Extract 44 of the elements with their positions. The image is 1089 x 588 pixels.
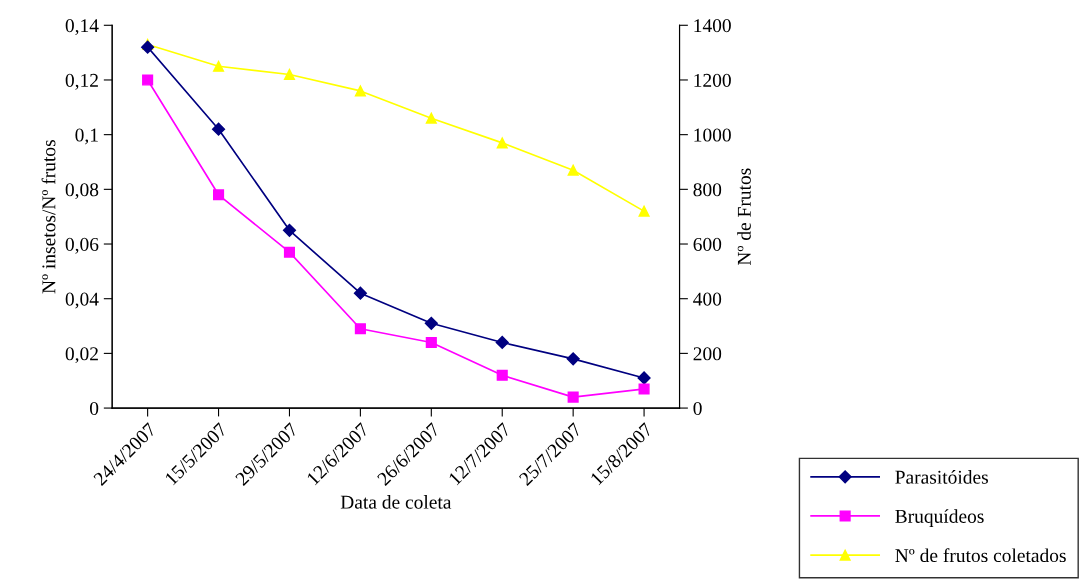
legend-label: Nº de frutos coletados	[895, 548, 1066, 563]
point	[354, 323, 366, 335]
point	[211, 122, 226, 136]
y2-tick-label: 400	[693, 292, 722, 306]
y-tick-label: 0,02	[65, 347, 98, 364]
y2-tick-label: 600	[693, 237, 722, 251]
y2-tick-label: 800	[693, 183, 722, 197]
point	[638, 383, 650, 395]
point	[142, 74, 154, 86]
y-tick-label: 0,06	[65, 237, 99, 254]
point	[283, 68, 296, 81]
y2-tick-label: 1000	[694, 128, 731, 142]
point	[424, 316, 438, 330]
point	[567, 164, 579, 176]
point	[638, 205, 650, 217]
y-tick-label: 0	[89, 401, 99, 416]
y2-tick-label: 200	[693, 347, 722, 361]
point	[141, 40, 155, 54]
point	[496, 137, 508, 149]
y-tick-label: 0,04	[65, 292, 99, 309]
y-axis-title: Nº insetos/Nº frutos	[41, 140, 56, 294]
point	[282, 223, 297, 237]
y-tick-label: 0,08	[65, 183, 99, 200]
point	[425, 112, 437, 124]
y-tick-label: 0,12	[65, 73, 98, 90]
y2-tick-label: 1400	[694, 19, 731, 33]
point	[354, 85, 366, 97]
point	[567, 391, 579, 403]
point	[353, 286, 367, 300]
legend-label: Bruquídeos	[895, 509, 984, 527]
y-tick-label: 0,1	[75, 128, 98, 145]
point	[212, 189, 225, 201]
point	[212, 60, 225, 72]
y2-axis-title: Nº de Frutos	[737, 168, 751, 266]
point	[566, 352, 580, 366]
point	[283, 246, 296, 258]
y-tick-label: 0,14	[65, 19, 99, 36]
point	[496, 369, 508, 381]
point	[495, 335, 509, 350]
x-axis-title: Data de coleta	[340, 495, 452, 509]
point	[425, 336, 437, 349]
y2-tick-label: 0	[693, 401, 702, 416]
legend-label: Parasitóides	[895, 470, 988, 484]
y2-tick-label: 1200	[694, 73, 731, 87]
